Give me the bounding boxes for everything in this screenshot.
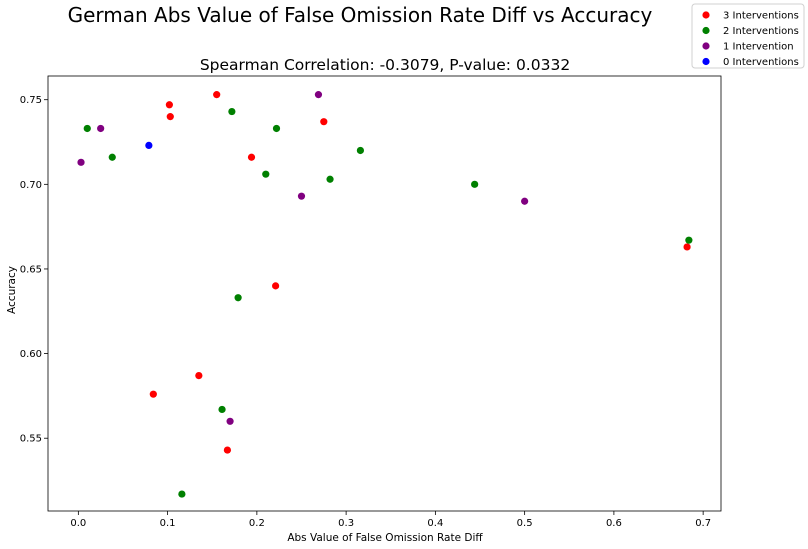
x-tick-label: 0.6: [606, 518, 622, 529]
data-point: [521, 197, 529, 205]
x-tick-label: 0.0: [70, 518, 86, 529]
x-tick-label: 0.5: [517, 518, 533, 529]
data-points: [77, 91, 693, 498]
x-axis-label: Abs Value of False Omission Rate Diff: [287, 532, 483, 544]
plot-frame: [47, 75, 722, 512]
data-point: [77, 158, 85, 166]
data-point: [234, 294, 242, 302]
y-tick-label: 0.65: [20, 264, 42, 275]
legend-marker: [702, 11, 710, 19]
legend-label: 2 Interventions: [723, 26, 799, 37]
y-tick-label: 0.75: [20, 95, 42, 106]
legend-marker: [702, 26, 710, 35]
series-0: [149, 91, 691, 454]
data-point: [228, 107, 236, 116]
data-point: [145, 141, 153, 149]
data-point: [356, 146, 365, 155]
data-point: [471, 180, 479, 188]
y-axis: 0.55 0.60 0.65 0.70 0.75: [20, 95, 48, 445]
x-axis: 0.0 0.1 0.2 0.3 0.4 0.5 0.6 0.7: [70, 511, 711, 529]
legend-label: 1 Intervention: [723, 42, 794, 53]
chart-title: German Abs Value of False Omission Rate …: [68, 3, 653, 27]
data-point: [685, 236, 693, 244]
legend: 3 Interventions 2 Interventions 1 Interven…: [691, 3, 805, 69]
x-tick-label: 0.2: [249, 518, 265, 529]
data-point: [326, 175, 334, 183]
data-point: [195, 371, 203, 380]
data-point: [320, 118, 328, 126]
data-point: [314, 91, 323, 99]
legend-label: 0 Interventions: [723, 57, 799, 68]
data-point: [272, 124, 281, 133]
data-point: [226, 417, 234, 425]
legend-marker: [702, 42, 710, 50]
data-point: [108, 153, 116, 161]
data-point: [83, 124, 91, 133]
data-point: [272, 282, 280, 290]
legend-label: 3 Interventions: [723, 11, 799, 22]
data-point: [97, 124, 105, 133]
data-point: [262, 170, 270, 178]
y-tick-label: 0.60: [20, 349, 42, 360]
y-axis-label: Accuracy: [6, 266, 18, 314]
series-2: [77, 91, 529, 425]
data-point: [165, 101, 173, 109]
x-tick-label: 0.4: [427, 518, 443, 529]
data-point: [683, 243, 691, 251]
data-point: [166, 113, 174, 121]
x-tick-label: 0.3: [338, 518, 354, 529]
data-point: [223, 446, 232, 454]
data-point: [178, 490, 186, 498]
legend-marker: [702, 57, 710, 66]
y-tick-label: 0.55: [20, 434, 42, 445]
data-point: [213, 91, 221, 99]
y-tick-label: 0.70: [20, 180, 42, 191]
chart-subtitle: Spearman Correlation: -0.3079, P-value: …: [200, 56, 570, 74]
legend-frame: [691, 3, 805, 69]
data-point: [247, 153, 256, 161]
plot-area: [47, 75, 722, 512]
data-point: [218, 405, 226, 414]
x-tick-label: 0.7: [695, 518, 711, 529]
series-1: [83, 107, 693, 498]
series-3: [145, 141, 153, 149]
x-tick-label: 0.1: [160, 518, 176, 529]
data-point: [297, 192, 306, 200]
data-point: [149, 390, 157, 398]
